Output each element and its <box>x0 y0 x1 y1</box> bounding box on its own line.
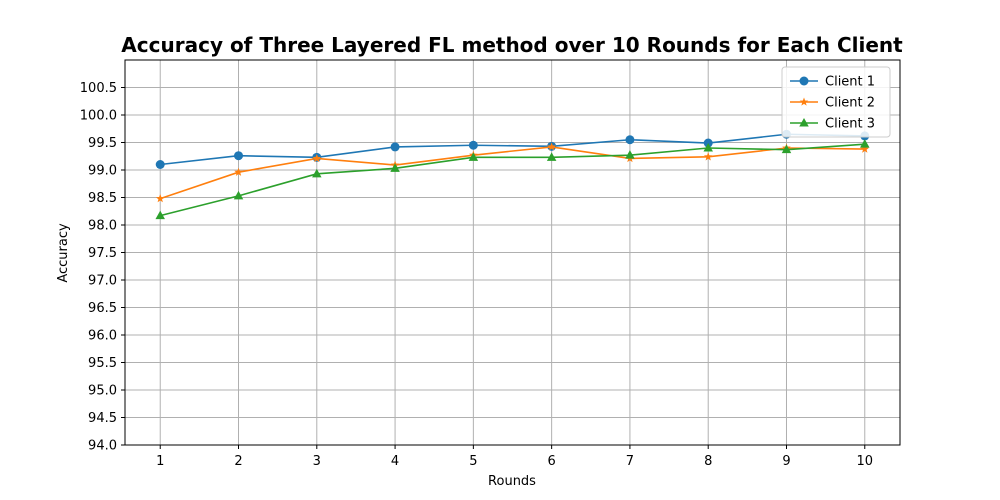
y-tick-label: 95.0 <box>88 384 117 399</box>
data-point <box>546 152 557 161</box>
y-tick-label: 97.5 <box>88 246 117 261</box>
y-tick-label: 95.5 <box>88 356 117 371</box>
data-point <box>860 139 870 148</box>
data-point <box>547 142 556 151</box>
legend-item: Client 2 <box>790 96 875 111</box>
data-point <box>625 135 635 145</box>
y-tick-label: 96.0 <box>88 329 117 344</box>
x-tick-label: 6 <box>548 454 556 469</box>
y-tick-label: 98.0 <box>88 219 117 234</box>
series-2 <box>155 142 870 203</box>
legend-marker <box>799 118 809 127</box>
data-point <box>312 168 322 178</box>
legend-item: Client 3 <box>790 117 875 132</box>
series-3 <box>155 139 870 220</box>
data-point <box>860 144 870 153</box>
data-point <box>155 194 165 203</box>
data-point <box>625 150 635 159</box>
legend-label: Client 2 <box>825 96 875 111</box>
legend-label: Client 3 <box>825 117 875 132</box>
y-tick-label: 99.0 <box>88 164 117 179</box>
data-point <box>155 160 165 169</box>
y-tick-label: 100.0 <box>80 109 117 124</box>
chart-title: Accuracy of Three Layered FL method over… <box>121 33 903 57</box>
x-axis-label: Rounds <box>488 474 536 489</box>
legend-marker <box>799 97 809 106</box>
data-point <box>468 152 479 161</box>
data-point <box>703 143 713 152</box>
y-tick-label: 99.5 <box>88 136 117 151</box>
data-point <box>234 167 243 176</box>
data-point <box>781 144 792 154</box>
data-point <box>390 163 400 172</box>
series-line <box>160 143 865 217</box>
data-point <box>468 140 478 150</box>
x-tick-label: 10 <box>856 454 873 469</box>
y-tick-label: 94.5 <box>88 411 117 426</box>
legend-marker <box>799 76 809 86</box>
x-tick-label: 4 <box>391 454 399 469</box>
y-tick-label: 96.5 <box>88 301 117 316</box>
x-tick-label: 5 <box>469 454 477 469</box>
x-tick-label: 3 <box>313 454 321 469</box>
y-tick-label: 98.5 <box>88 191 117 206</box>
y-tick-label: 97.0 <box>88 274 117 289</box>
data-point <box>312 153 322 163</box>
y-tick-label: 100.5 <box>80 81 117 96</box>
series-line <box>160 133 865 166</box>
series-line <box>159 146 865 200</box>
x-tick-label: 9 <box>782 454 790 469</box>
x-tick-label: 7 <box>626 454 634 469</box>
data-point <box>234 151 244 161</box>
legend-label: Client 1 <box>825 75 875 90</box>
y-axis-label: Accuracy <box>56 223 71 283</box>
x-tick-label: 2 <box>234 454 242 469</box>
legend-box <box>781 66 891 138</box>
data-point <box>703 152 713 161</box>
series-group <box>155 129 870 220</box>
y-tick-label: 94.0 <box>88 439 117 454</box>
x-tick-label: 8 <box>704 454 712 469</box>
data-point <box>390 142 400 152</box>
data-point <box>155 210 165 220</box>
axes: 1 2 3 4 5 6 7 8 9 10 94.0 94.5 95.0 95.5 96.0 96.5 97.0 9… <box>80 81 873 469</box>
legend-item: Client 1 <box>790 75 875 90</box>
x-tick-label: 1 <box>156 454 164 469</box>
legend: Client 1 Client 2 Client 3 <box>781 66 891 138</box>
data-point <box>233 190 244 200</box>
